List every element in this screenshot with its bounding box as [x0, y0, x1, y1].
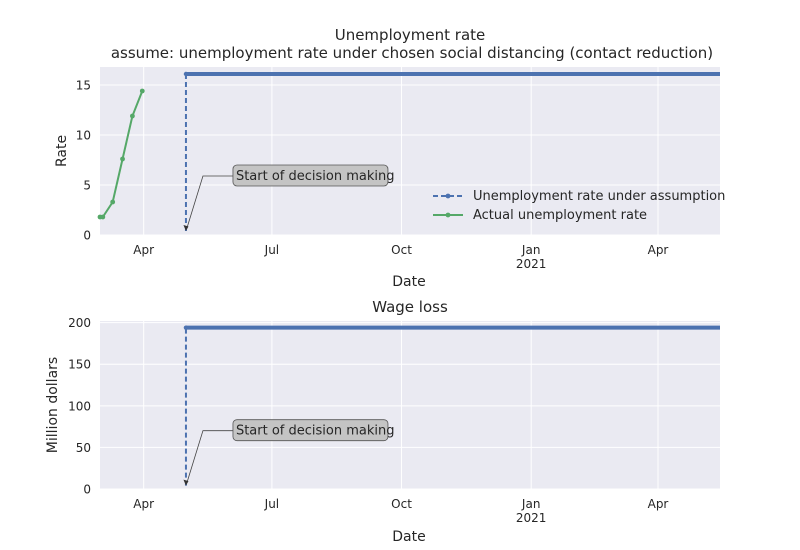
annotation-group: Start of decision making — [183, 164, 395, 231]
y-tick-label: 100 — [68, 399, 91, 413]
series-group — [183, 325, 720, 486]
y-axis-label: Rate — [54, 135, 70, 167]
x-tick-label: Oct — [391, 497, 412, 511]
grid-lines — [100, 67, 720, 236]
annotation-box — [232, 164, 389, 187]
annotation-label: Start of decision making — [236, 424, 395, 439]
x-tick-label: Jul — [264, 243, 279, 257]
legend-label-actual: Actual unemployment rate — [473, 208, 647, 223]
y-tick-label: 0 — [83, 483, 91, 497]
annotation-arrow — [186, 175, 233, 229]
chart-subtitle: assume: unemployment rate under chosen s… — [111, 44, 713, 62]
series-point — [139, 88, 145, 94]
chart-title: Wage loss — [372, 298, 448, 316]
series-point — [183, 325, 189, 330]
legend-label-assumption: Unemployment rate under assumption — [473, 189, 725, 204]
y-tick-label: 0 — [83, 229, 91, 243]
y-tick-label: 50 — [76, 441, 91, 455]
legend-marker-actual — [445, 212, 451, 218]
series-point — [130, 113, 135, 119]
x-tick-label: Jan — [521, 497, 541, 511]
y-tick-label: 200 — [68, 316, 91, 330]
x-tick-label: Apr — [133, 243, 154, 257]
y-tick-label: 150 — [68, 358, 91, 372]
y-tick-label: 15 — [76, 79, 91, 93]
annotation-label: Start of decision making — [236, 169, 395, 184]
y-tick-label: 10 — [76, 129, 91, 143]
x-tick-label: Apr — [648, 497, 669, 511]
annotation-box — [232, 419, 389, 442]
grid-lines — [100, 321, 720, 490]
plot-area — [100, 321, 720, 489]
x-axis-label: Date — [392, 529, 425, 545]
y-axis-label: Million dollars — [45, 357, 61, 453]
x-tick-label: Apr — [133, 497, 154, 511]
x-tick-label: Jan — [521, 243, 541, 257]
series-point — [183, 71, 189, 77]
series-point — [120, 156, 125, 162]
legend: Unemployment rate under assumption Actua… — [433, 189, 725, 223]
x-tick-label: Oct — [391, 243, 412, 257]
unemployment-rate-chart: Unemployment rate assume: unemployment r… — [54, 26, 725, 290]
series-point — [110, 199, 116, 205]
annotation-arrow — [186, 430, 233, 483]
chart-title: Unemployment rate — [335, 26, 486, 44]
annotation-arrowhead — [183, 479, 189, 486]
x-tick-label: Jul — [264, 497, 279, 511]
annotation-group: Start of decision making — [183, 419, 395, 486]
annotation-arrowhead — [183, 225, 189, 231]
plot-area — [100, 67, 720, 235]
legend-marker-assumption — [445, 193, 451, 199]
x-tick-sublabel: 2021 — [516, 257, 547, 271]
x-axis-label: Date — [392, 274, 425, 290]
series-group — [97, 71, 720, 231]
y-tick-label: 5 — [83, 179, 91, 193]
wage-loss-chart: Wage loss Start of decision making Apr Ju… — [45, 298, 720, 545]
x-tick-sublabel: 2021 — [516, 511, 547, 525]
x-tick-label: Apr — [648, 243, 669, 257]
series-point — [100, 214, 106, 220]
